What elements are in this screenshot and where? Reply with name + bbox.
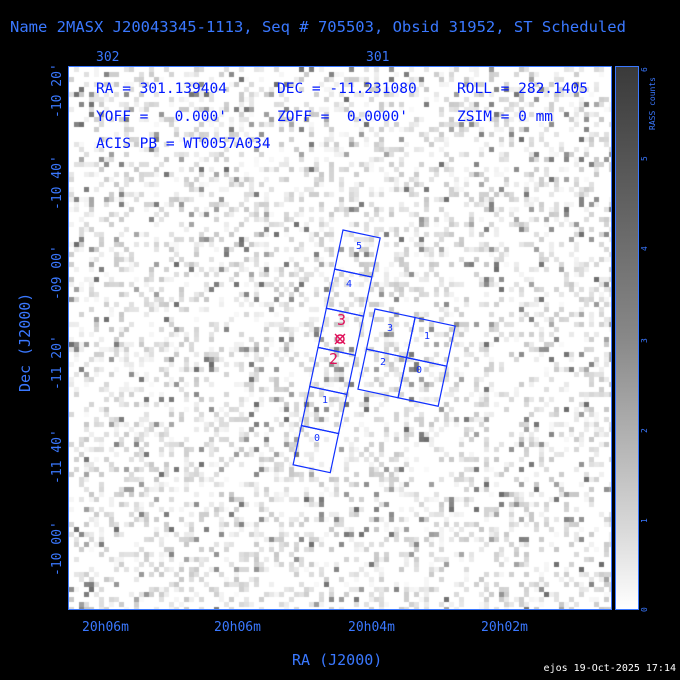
chip-label-2: 2: [380, 357, 386, 368]
colorbar-tick: 4: [640, 246, 649, 251]
top-tick-301: 301: [366, 50, 390, 65]
chip-label-0: 0: [314, 433, 320, 444]
acis-i-chip-array: [357, 308, 456, 407]
y-axis-label: Dec (J2000): [16, 292, 34, 392]
colorbar-label: RASS counts: [648, 77, 657, 130]
chip-label-5: 5: [356, 241, 362, 252]
colorbar-tick: 5: [640, 156, 649, 161]
dec-readout: DEC = -11.231080: [277, 81, 417, 97]
zsim-readout: ZSIM = 0 mm: [457, 109, 554, 125]
acis-field-overlay: 5 4 1 0 3 1 2 0 3 2: [292, 229, 456, 474]
colorbar-tick: 6: [640, 67, 649, 72]
acis-pb-readout: ACIS PB = WT0057A034: [96, 136, 271, 152]
x-tick-label: 20h02m: [481, 620, 528, 635]
acis-i-chip-labels: 3 1 2 0: [380, 323, 430, 376]
y-tick-label: -11 40': [50, 429, 65, 484]
acis-s-chip-array: [292, 229, 381, 474]
colorbar: [615, 66, 639, 610]
x-axis-label: RA (J2000): [292, 651, 383, 669]
marker-label-3: 3: [337, 311, 346, 329]
colorbar-tick: 0: [640, 607, 649, 612]
ra-readout: RA = 301.139404: [96, 81, 227, 97]
zoff-readout: ZOFF = 0.0000': [277, 109, 408, 125]
acis-s-chip-0: [292, 424, 340, 474]
x-tick-label: 20h06m: [82, 620, 129, 635]
roll-readout: ROLL = 282.1405: [457, 81, 588, 97]
y-tick-label: -10 20': [50, 63, 65, 118]
chip-label-1: 1: [322, 395, 328, 406]
plot-title: Name 2MASX J20043345-1113, Seq # 705503,…: [10, 18, 626, 36]
acis-s-chip-labels: 5 4 1 0: [314, 241, 362, 444]
y-tick-label: -10 00': [50, 521, 65, 576]
colorbar-tick: 1: [640, 518, 649, 523]
y-tick-label: -09 00': [50, 245, 65, 300]
chip-label-1: 1: [424, 331, 430, 342]
x-tick-label: 20h06m: [214, 620, 261, 635]
chip-label-0: 0: [416, 365, 422, 376]
target-marker-icon: [334, 333, 346, 345]
y-tick-label: -11 20': [50, 335, 65, 390]
chip-label-4: 4: [346, 279, 352, 290]
colorbar-tick: 3: [640, 338, 649, 343]
marker-label-2: 2: [329, 350, 338, 368]
footer-stamp: ejos 19-Oct-2025 17:14: [543, 663, 676, 674]
top-tick-302: 302: [96, 50, 120, 65]
sky-image-panel[interactable]: 5 4 1 0 3 1 2 0 3 2 RA = 301.139404 DEC = -11.…: [68, 66, 612, 610]
x-tick-label: 20h04m: [348, 620, 395, 635]
chip-label-3: 3: [387, 323, 393, 334]
rass-background-image: [69, 67, 611, 609]
y-tick-label: -10 40': [50, 155, 65, 210]
yoff-readout: YOFF = 0.000': [96, 109, 227, 125]
colorbar-tick: 2: [640, 428, 649, 433]
acis-i-chip-0: [397, 356, 448, 407]
